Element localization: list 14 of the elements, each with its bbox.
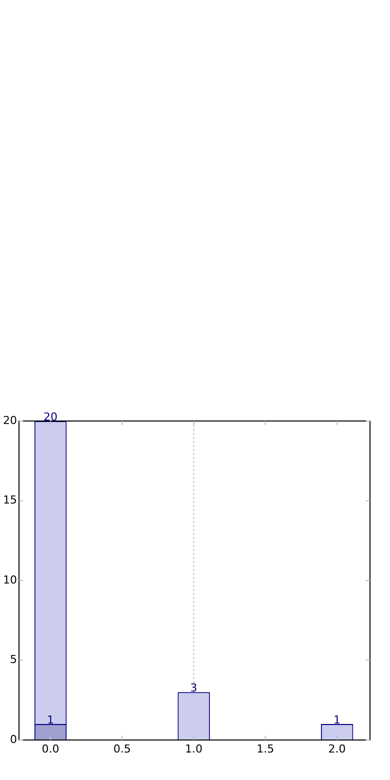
data-label: 3 [190, 682, 198, 695]
x-tick-label: 2.0 [328, 742, 346, 756]
data-label: 1 [47, 713, 54, 726]
y-tick-label: 15 [3, 494, 17, 507]
x-tick-label: 1.0 [185, 742, 203, 756]
data-label: 1 [334, 713, 341, 726]
y-tick-label: 10 [3, 573, 17, 586]
y-tick-label: 0 [10, 732, 17, 746]
y-tick-label: 20 [3, 414, 17, 427]
x-tick-label: 0.0 [42, 742, 60, 756]
x-tick-label: 0.5 [113, 742, 131, 756]
x-tick-label: 1.5 [256, 742, 274, 756]
data-label: 20 [44, 410, 58, 424]
y-tick-label: 5 [10, 653, 17, 666]
